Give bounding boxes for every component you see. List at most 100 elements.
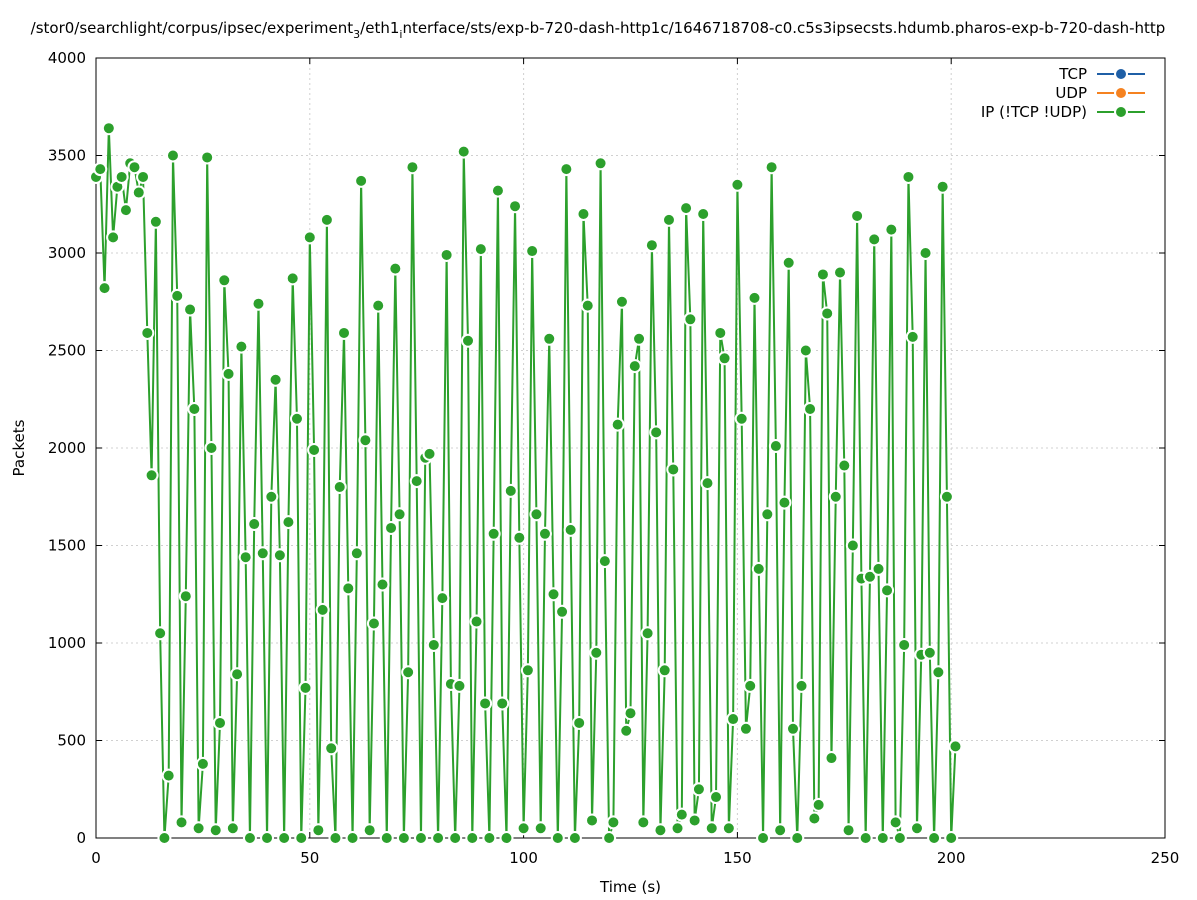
data-point [537,526,552,541]
data-point [918,246,933,260]
y-tick-label: 1500 [48,537,86,555]
data-point [170,288,185,303]
data-point [661,212,676,227]
data-point [773,823,788,838]
data-point [666,462,681,477]
data-point [478,696,493,711]
data-point [717,351,732,366]
data-point [332,480,347,494]
data-point [525,244,540,259]
data-point [833,265,848,280]
data-point [627,359,642,374]
data-point [614,294,629,309]
data-point [687,813,702,828]
data-point [127,160,142,175]
data-point [401,665,416,680]
data-point [713,325,728,340]
data-point [183,302,198,317]
series-line [95,128,957,839]
data-point [555,604,570,619]
data-point [221,366,236,381]
data-point [384,520,399,535]
data-point [704,821,719,836]
data-point [944,831,959,845]
data-point [909,821,924,836]
data-point [345,831,360,845]
data-point [884,222,899,237]
data-point [815,267,830,282]
data-point [461,333,476,348]
data-point [187,402,202,416]
data-point [721,821,736,836]
data-point [174,815,189,830]
legend-label: TCP [1058,65,1087,83]
data-point [927,831,942,845]
series-2 [89,121,963,845]
data-point [191,821,206,836]
data-point [585,813,600,828]
title-subscript-2: i [399,28,402,41]
data-point [820,306,835,321]
data-point [439,247,454,262]
data-point [341,581,356,596]
data-point [610,417,625,432]
data-point [756,831,771,845]
data-point [486,526,501,541]
data-point [371,298,386,313]
data-point [328,831,343,845]
data-point [794,678,809,693]
data-point [559,162,574,177]
data-point [790,831,805,845]
legend-swatch-marker [1114,67,1128,81]
y-tick-label: 2500 [48,342,86,360]
data-point [542,331,557,346]
data-point [362,823,377,838]
y-tick-label: 3000 [48,244,86,262]
data-point [939,489,954,504]
data-point [195,756,210,771]
title-part-c: nterface/sts/exp-b-720-dash-http1c/16467… [402,19,1165,37]
data-point [931,665,946,680]
data-point [520,663,535,678]
x-tick-label: 250 [1151,849,1180,867]
data-point [901,169,916,184]
x-tick-label: 0 [91,849,101,867]
data-point [785,721,800,736]
data-point [217,273,232,288]
data-point [136,169,151,184]
data-point [730,177,745,192]
data-point [315,602,330,617]
data-point [674,807,689,822]
tick-labels: 0 50 100 150 200 2500500100015002000250030003… [48,49,1180,867]
data-point [473,242,488,257]
data-point [841,823,856,838]
data-point [529,507,544,522]
data-point [948,739,963,754]
data-point [905,329,920,344]
data-point [456,144,471,159]
y-tick-label: 3500 [48,147,86,165]
legend-label: UDP [1055,84,1087,102]
data-point [413,831,428,845]
x-tick-label: 50 [300,849,319,867]
data-point [649,425,664,440]
data-point [807,811,822,826]
y-tick-label: 4000 [48,49,86,67]
data-point [204,441,219,455]
y-axis-label: Packets [10,419,28,476]
data-point [238,550,253,565]
ticks [95,57,1166,839]
data-point [255,546,270,561]
data-point [277,831,292,845]
data-point [247,517,262,532]
legend-item: IP (!TCP !UDP) [981,103,1145,121]
data-point [106,230,121,245]
data-point [495,696,510,711]
y-tick-label: 1000 [48,634,86,652]
data-point [165,148,180,163]
data-point [768,439,783,454]
data-point [354,173,369,188]
data-point [619,723,634,738]
data-point [824,751,839,766]
data-point [178,589,193,604]
